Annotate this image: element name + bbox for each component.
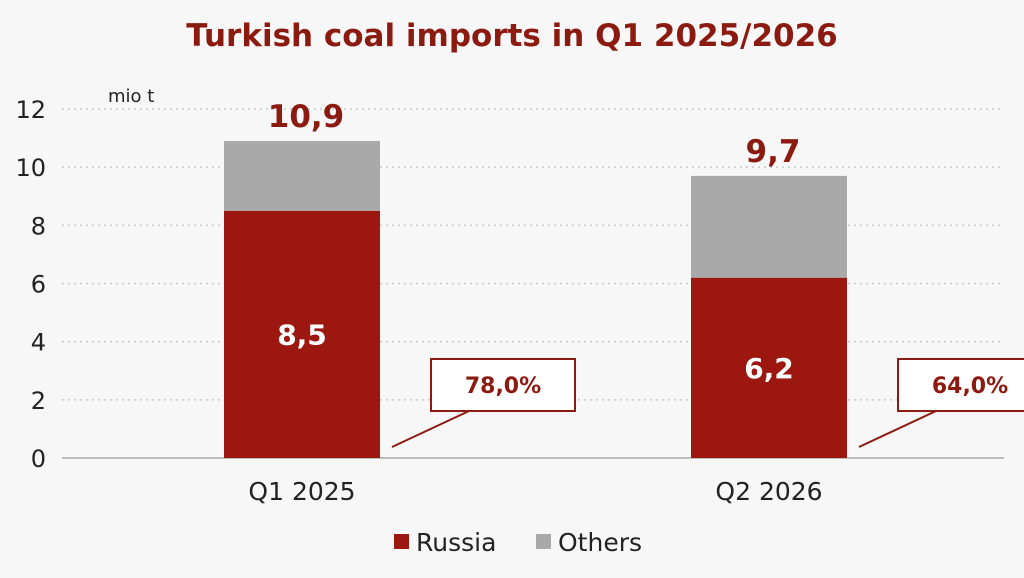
share-callout-box-1 xyxy=(897,358,1024,412)
legend-label-russia: Russia xyxy=(416,528,496,557)
x-category-label-1: Q2 2026 xyxy=(715,477,822,506)
legend-label-others: Others xyxy=(558,528,642,557)
bar-others-0 xyxy=(224,140,380,211)
y-tick-label-6: 6 xyxy=(31,271,46,299)
y-tick-label-2: 2 xyxy=(31,387,46,415)
bar-russia-value-label-0: 8,5 xyxy=(277,318,327,351)
share-callout-line-0 xyxy=(391,410,470,448)
bar-others-1 xyxy=(691,175,847,278)
bar-russia-0 xyxy=(224,210,380,458)
chart-title: Turkish coal imports in Q1 2025/2026 xyxy=(186,18,838,54)
y-tick-label-4: 4 xyxy=(31,329,46,357)
share-callout-label-0: 78,0% xyxy=(465,374,541,399)
bar-russia-value-label-1: 6,2 xyxy=(744,352,794,385)
y-tick-label-0: 0 xyxy=(31,445,46,473)
x-category-label-0: Q1 2025 xyxy=(248,477,355,506)
share-callout-label-1: 64,0% xyxy=(932,374,1008,399)
bar-russia-1 xyxy=(691,277,847,458)
y-tick-label-8: 8 xyxy=(31,212,46,240)
y-tick-label-12: 12 xyxy=(15,96,46,124)
bar-total-label-1: 9,7 xyxy=(746,134,801,170)
y-unit-label: mio t xyxy=(108,86,154,107)
share-callout-line-1 xyxy=(858,410,937,448)
y-tick-label-10: 10 xyxy=(15,154,46,182)
legend-swatch-others xyxy=(536,534,551,549)
legend-swatch-russia xyxy=(394,534,409,549)
share-callout-box-0 xyxy=(430,358,576,412)
bar-total-label-0: 10,9 xyxy=(268,99,345,135)
